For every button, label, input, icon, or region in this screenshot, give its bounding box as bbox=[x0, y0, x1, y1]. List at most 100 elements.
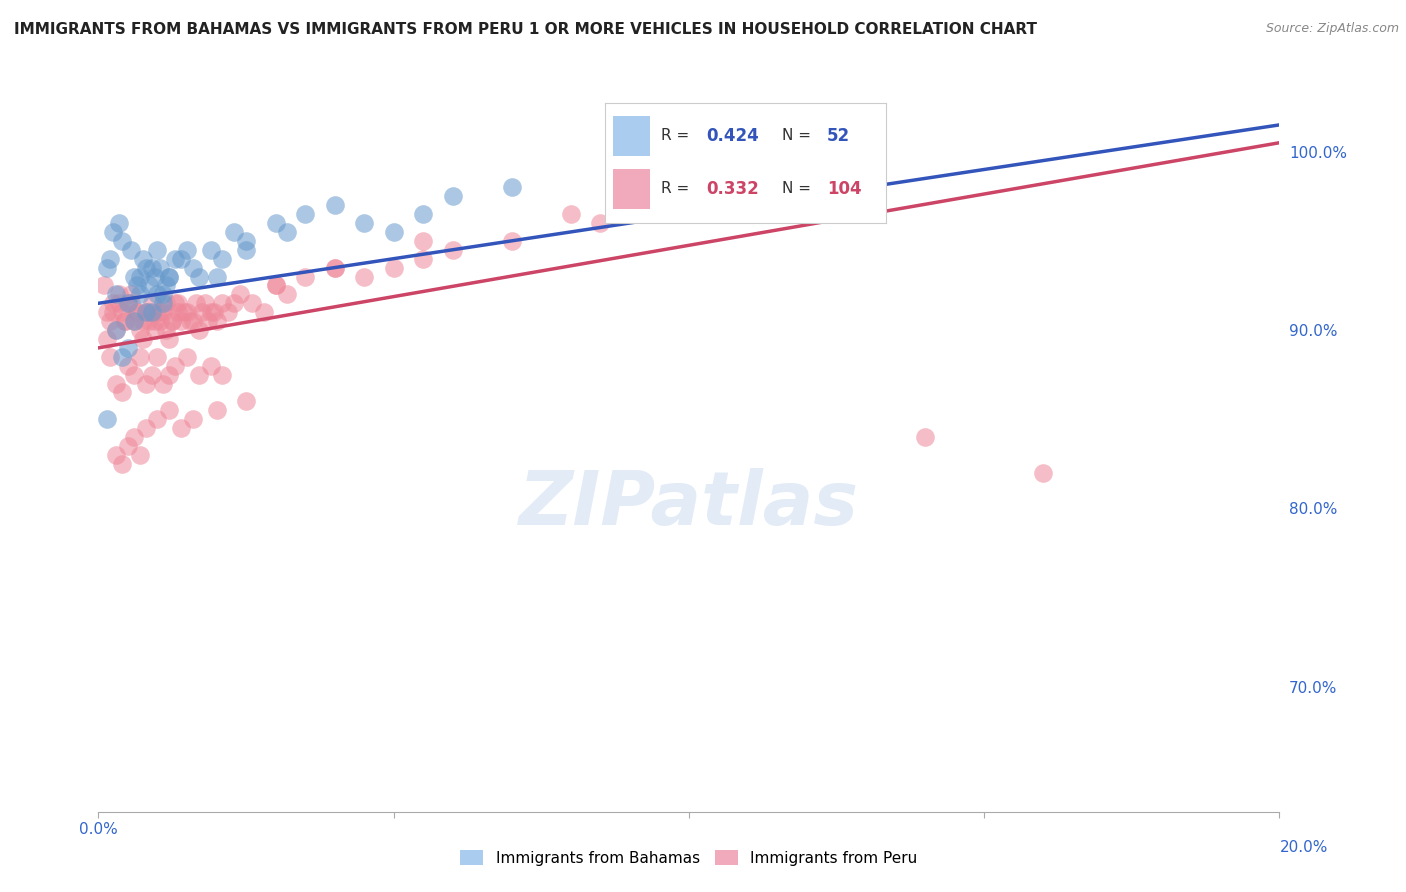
Point bbox=[155, 323, 177, 337]
Point bbox=[120, 296, 142, 310]
Point bbox=[165, 252, 187, 266]
Point bbox=[197, 314, 219, 328]
Point bbox=[132, 314, 155, 328]
Point bbox=[105, 448, 128, 462]
Point bbox=[323, 198, 346, 212]
Point bbox=[111, 305, 134, 319]
Point bbox=[149, 314, 172, 328]
Point bbox=[98, 252, 121, 266]
Point bbox=[294, 207, 316, 221]
Point bbox=[103, 296, 125, 310]
Point bbox=[114, 314, 136, 328]
Point bbox=[157, 403, 180, 417]
FancyBboxPatch shape bbox=[613, 169, 650, 209]
Point bbox=[128, 350, 150, 364]
Point bbox=[103, 305, 125, 319]
Point bbox=[146, 243, 169, 257]
Point bbox=[132, 252, 155, 266]
Point bbox=[224, 225, 246, 239]
Point bbox=[187, 368, 209, 382]
Point bbox=[194, 296, 217, 310]
Point bbox=[105, 287, 128, 301]
Point bbox=[170, 252, 193, 266]
Point bbox=[117, 341, 139, 355]
Point bbox=[176, 350, 198, 364]
Point bbox=[141, 305, 163, 319]
Point bbox=[167, 305, 190, 319]
Point bbox=[157, 368, 180, 382]
Point bbox=[125, 305, 148, 319]
Point bbox=[181, 412, 204, 426]
Point bbox=[128, 448, 150, 462]
Point bbox=[141, 260, 163, 275]
Text: Source: ZipAtlas.com: Source: ZipAtlas.com bbox=[1265, 22, 1399, 36]
Point bbox=[152, 305, 174, 319]
Point bbox=[200, 305, 222, 319]
Point bbox=[157, 269, 180, 284]
Point bbox=[217, 305, 239, 319]
Point bbox=[224, 296, 246, 310]
Text: 20.0%: 20.0% bbox=[1279, 840, 1327, 855]
Point bbox=[191, 305, 214, 319]
Point bbox=[96, 332, 118, 346]
Point bbox=[122, 269, 145, 284]
Point bbox=[205, 403, 228, 417]
Point bbox=[202, 305, 225, 319]
Point bbox=[125, 278, 148, 293]
Point bbox=[264, 216, 287, 230]
Point bbox=[501, 234, 523, 248]
Point bbox=[353, 216, 375, 230]
Point bbox=[96, 412, 118, 426]
Point bbox=[146, 350, 169, 364]
Point bbox=[138, 314, 160, 328]
Point bbox=[98, 314, 121, 328]
Point bbox=[412, 252, 434, 266]
Point bbox=[914, 430, 936, 444]
Point bbox=[146, 287, 169, 301]
Point bbox=[152, 296, 174, 310]
Point bbox=[560, 207, 582, 221]
Point bbox=[135, 305, 157, 319]
Point bbox=[120, 287, 142, 301]
Point bbox=[229, 287, 252, 301]
Point bbox=[111, 457, 134, 471]
Point bbox=[152, 376, 174, 391]
Point bbox=[128, 287, 150, 301]
Point bbox=[125, 305, 148, 319]
Point bbox=[173, 305, 195, 319]
Point bbox=[111, 385, 134, 400]
Text: 104: 104 bbox=[827, 179, 862, 198]
Point bbox=[128, 323, 150, 337]
Point bbox=[143, 269, 166, 284]
Point bbox=[253, 305, 276, 319]
Point bbox=[135, 421, 157, 435]
Point bbox=[93, 278, 115, 293]
Point bbox=[170, 421, 193, 435]
Point bbox=[382, 260, 405, 275]
Text: N =: N = bbox=[782, 128, 815, 144]
Text: R =: R = bbox=[661, 128, 695, 144]
Point bbox=[117, 359, 139, 373]
Point bbox=[165, 296, 187, 310]
Point bbox=[111, 350, 134, 364]
Text: 0.332: 0.332 bbox=[706, 179, 759, 198]
Point bbox=[796, 171, 818, 186]
Point bbox=[412, 207, 434, 221]
Point bbox=[155, 278, 177, 293]
Point bbox=[138, 305, 160, 319]
Point bbox=[501, 180, 523, 194]
Point bbox=[143, 314, 166, 328]
Point bbox=[211, 252, 233, 266]
Point bbox=[181, 260, 204, 275]
Point bbox=[187, 269, 209, 284]
Point bbox=[589, 216, 612, 230]
Point bbox=[353, 269, 375, 284]
Point bbox=[155, 296, 177, 310]
Point bbox=[146, 305, 169, 319]
Point bbox=[323, 260, 346, 275]
Point bbox=[157, 332, 180, 346]
Point bbox=[176, 305, 198, 319]
Text: IMMIGRANTS FROM BAHAMAS VS IMMIGRANTS FROM PERU 1 OR MORE VEHICLES IN HOUSEHOLD : IMMIGRANTS FROM BAHAMAS VS IMMIGRANTS FR… bbox=[14, 22, 1038, 37]
Point bbox=[105, 376, 128, 391]
Point bbox=[678, 189, 700, 203]
